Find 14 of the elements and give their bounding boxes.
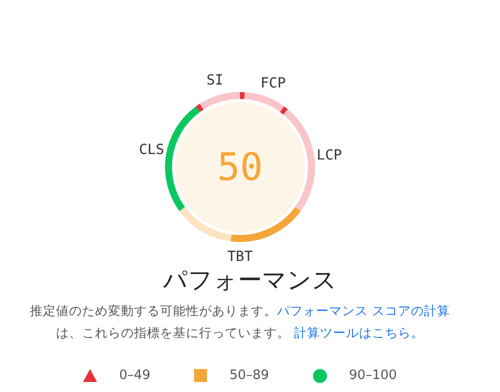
text: 50: [217, 145, 263, 189]
text: 50–89: [229, 368, 270, 383]
text: は、これらの指標を基に行っています。: [56, 325, 290, 340]
slice-label: TBT: [227, 249, 254, 265]
text: 0–49: [119, 368, 150, 383]
text: 計算ツールはこちら。: [294, 325, 424, 340]
text: パフォーマンス スコアの計算: [277, 303, 450, 318]
text: パフォーマンス: [162, 266, 337, 294]
slice-label: LCP: [316, 148, 342, 164]
slice-label: FCP: [260, 75, 286, 92]
text: 推定値のため変動する可能性があります。: [30, 303, 277, 318]
slice-label: CLS: [138, 142, 164, 158]
slice-label: SI: [206, 72, 224, 89]
text: 90–100: [349, 368, 397, 383]
